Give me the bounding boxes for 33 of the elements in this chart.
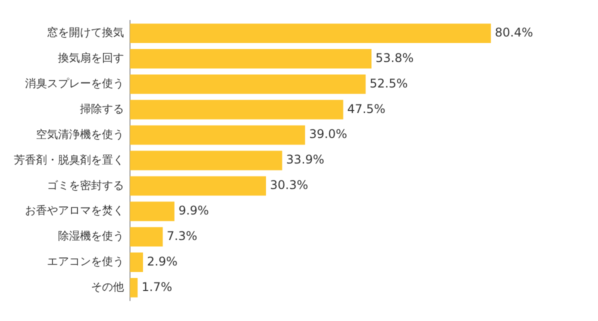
bar [130,278,138,298]
bar [130,125,306,145]
bar [130,100,344,120]
y-tick-label: その他 [91,280,124,294]
bar [130,74,366,94]
y-tick-label: 換気扇を回す [58,52,124,65]
y-tick-label: 空気清浄機を使う [36,128,124,141]
bar [130,176,266,196]
data-label: 9.9% [178,204,209,218]
bar [130,49,372,68]
data-label: 7.3% [166,228,198,243]
bar [130,252,144,272]
data-label: 39.0% [309,127,348,142]
data-label: 47.5% [347,102,386,116]
y-tick-label: お香やアロマを焚く [25,204,124,218]
data-label: 53.8% [376,50,414,65]
data-label: 80.4% [494,25,534,40]
data-label: 33.9% [286,152,324,167]
y-tick-label: 掃除する [80,102,124,116]
y-tick-label: ゴミを密封する [47,178,124,192]
y-tick-label: エアコンを使う [47,255,124,268]
data-label: 2.9% [147,254,178,268]
bar [130,227,163,247]
data-label: 52.5% [370,76,408,90]
bar [130,202,174,222]
y-tick-label: 除湿機を使う [58,230,124,243]
bar [130,150,282,170]
data-label: 30.3% [270,178,308,192]
bar [130,24,491,44]
y-tick-label: 芳香剤・脱臭剤を置く [14,153,124,166]
data-label: 1.7% [142,280,172,294]
y-tick-label: 消臭スプレーを使う [25,77,124,90]
y-tick-label: 窓を開けて換気 [47,26,124,40]
